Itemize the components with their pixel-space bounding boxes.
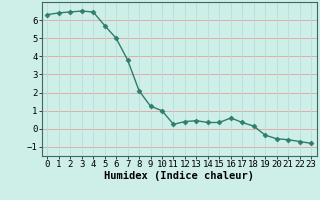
X-axis label: Humidex (Indice chaleur): Humidex (Indice chaleur) xyxy=(104,171,254,181)
